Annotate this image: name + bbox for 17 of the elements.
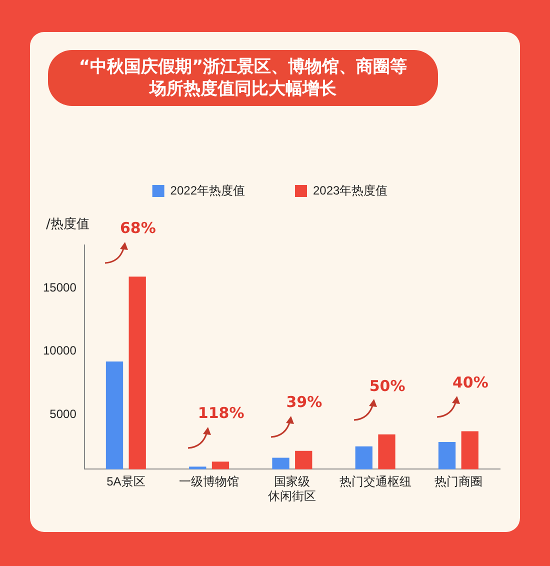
x-tick-label: 热门交通枢纽 bbox=[339, 474, 412, 489]
x-tick-label: 热门商圈 bbox=[434, 474, 482, 489]
legend-label: 2023年热度值 bbox=[313, 183, 388, 198]
y-tick-label: 15000 bbox=[42, 280, 77, 294]
x-tick-label: 国家级休闲街区 bbox=[268, 474, 316, 504]
annotation: 39% bbox=[286, 393, 322, 412]
chart-title: “中秋国庆假期”浙江景区、博物馆、商圈等场所热度值同比大幅增长 bbox=[48, 50, 438, 106]
annotation: 40% bbox=[452, 374, 488, 392]
annotation: 118% bbox=[198, 404, 244, 422]
text: 68% bbox=[120, 219, 156, 238]
x-tick-label: 5A景区 bbox=[106, 474, 146, 489]
y-tick-label: 10000 bbox=[42, 344, 77, 358]
y-axis-title: /热度值 bbox=[46, 216, 90, 232]
y-tick-label: 5000 bbox=[50, 407, 77, 422]
legend-label: 2022年热度值 bbox=[170, 183, 246, 198]
annotation: 50% bbox=[369, 376, 406, 395]
x-tick-label: 一级博物馆 bbox=[179, 474, 240, 489]
